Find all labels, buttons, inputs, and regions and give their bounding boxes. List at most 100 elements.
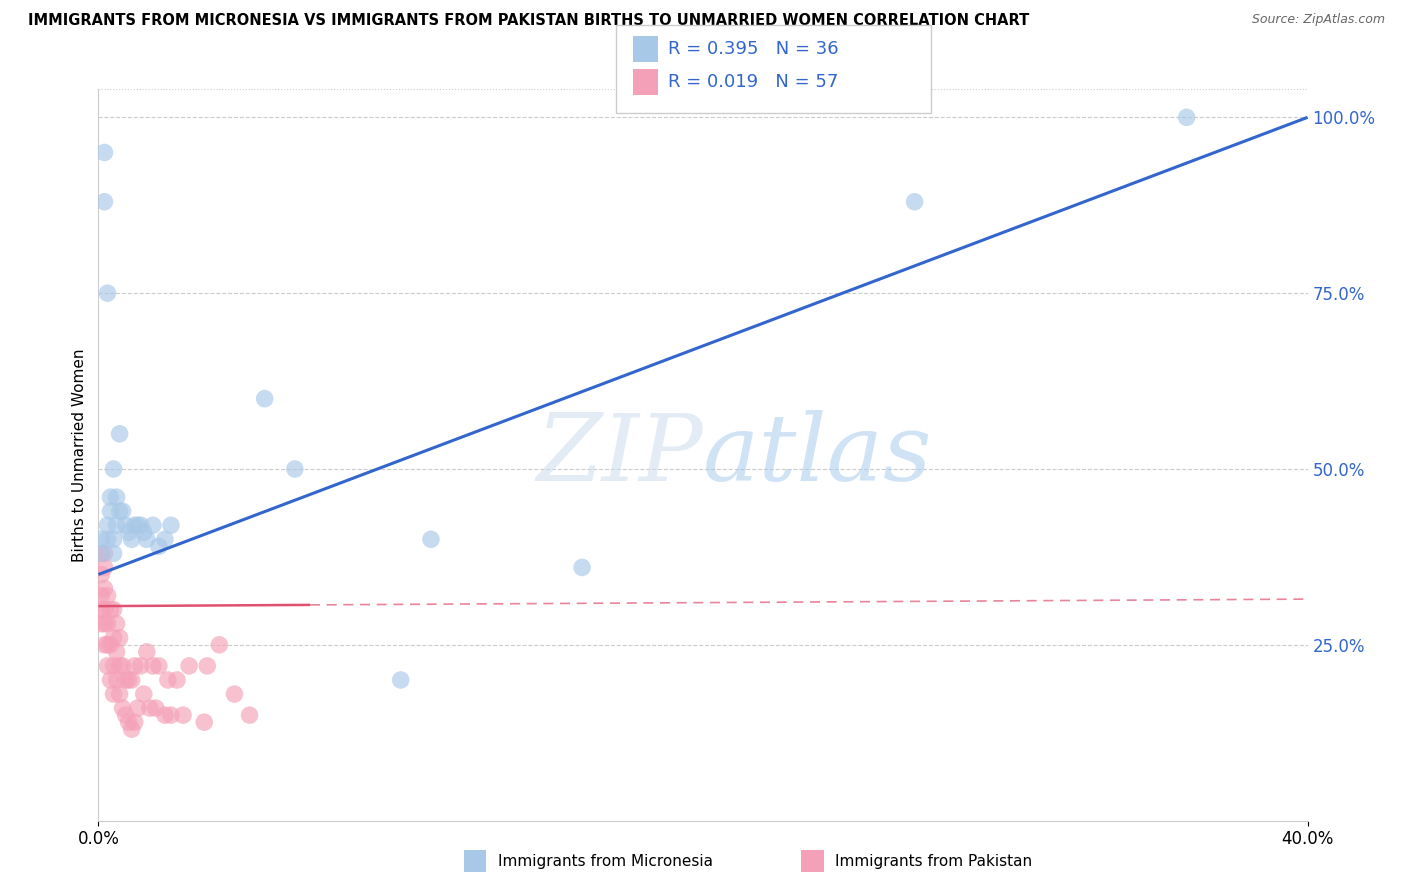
- Point: [100, 638, 122, 652]
- Point: [90, 546, 112, 560]
- Point: [105, 673, 128, 687]
- Point: [239, 708, 262, 723]
- Point: [224, 687, 246, 701]
- Point: [172, 708, 194, 723]
- Text: R = 0.019   N = 57: R = 0.019 N = 57: [668, 73, 838, 91]
- Point: [208, 638, 231, 652]
- Point: [121, 533, 143, 547]
- Point: [108, 687, 131, 701]
- Point: [93, 582, 115, 596]
- Point: [124, 715, 146, 730]
- Point: [96, 286, 118, 301]
- Point: [160, 518, 183, 533]
- Point: [179, 659, 201, 673]
- Point: [105, 645, 128, 659]
- Point: [105, 490, 128, 504]
- Point: [166, 673, 188, 687]
- Point: [132, 525, 155, 540]
- Point: [195, 659, 218, 673]
- Point: [121, 673, 143, 687]
- Point: [153, 708, 176, 723]
- Point: [132, 687, 155, 701]
- Point: [90, 533, 112, 547]
- Point: [93, 145, 115, 160]
- Point: [142, 659, 165, 673]
- Point: [127, 518, 149, 533]
- Point: [96, 518, 118, 533]
- Point: [142, 518, 165, 533]
- Point: [111, 701, 134, 715]
- Point: [111, 504, 134, 518]
- Point: [121, 723, 143, 737]
- Point: [124, 518, 146, 533]
- Point: [103, 602, 125, 616]
- Point: [114, 518, 136, 533]
- Text: ZIP: ZIP: [536, 410, 703, 500]
- Point: [100, 673, 122, 687]
- Point: [124, 659, 146, 673]
- Point: [193, 715, 215, 730]
- Point: [100, 602, 122, 616]
- Point: [253, 392, 276, 406]
- Point: [389, 673, 412, 687]
- Point: [105, 518, 128, 533]
- Point: [108, 659, 131, 673]
- Point: [148, 659, 170, 673]
- Point: [145, 701, 167, 715]
- Point: [114, 673, 136, 687]
- Point: [103, 687, 125, 701]
- Y-axis label: Births to Unmarried Women: Births to Unmarried Women: [72, 348, 87, 562]
- Point: [96, 659, 118, 673]
- Point: [139, 701, 162, 715]
- Point: [100, 504, 122, 518]
- Point: [108, 631, 131, 645]
- Text: atlas: atlas: [703, 410, 932, 500]
- Point: [93, 616, 115, 631]
- Point: [90, 567, 112, 582]
- Point: [93, 602, 115, 616]
- Point: [90, 546, 112, 560]
- Point: [114, 708, 136, 723]
- Text: Immigrants from Pakistan: Immigrants from Pakistan: [835, 854, 1032, 869]
- Text: IMMIGRANTS FROM MICRONESIA VS IMMIGRANTS FROM PAKISTAN BIRTHS TO UNMARRIED WOMEN: IMMIGRANTS FROM MICRONESIA VS IMMIGRANTS…: [28, 13, 1029, 29]
- Point: [135, 645, 157, 659]
- Point: [93, 638, 115, 652]
- Point: [103, 533, 125, 547]
- Point: [96, 616, 118, 631]
- Point: [103, 631, 125, 645]
- Text: Immigrants from Micronesia: Immigrants from Micronesia: [498, 854, 713, 869]
- Point: [108, 504, 131, 518]
- Point: [108, 426, 131, 441]
- Text: R = 0.395   N = 36: R = 0.395 N = 36: [668, 40, 838, 58]
- Point: [93, 194, 115, 209]
- Point: [103, 659, 125, 673]
- Point: [100, 490, 122, 504]
- Point: [118, 525, 141, 540]
- Point: [571, 560, 593, 574]
- Point: [105, 616, 128, 631]
- Point: [118, 715, 141, 730]
- Point: [420, 533, 443, 547]
- Point: [135, 533, 157, 547]
- Point: [93, 546, 115, 560]
- Point: [284, 462, 307, 476]
- Point: [148, 539, 170, 553]
- Point: [90, 616, 112, 631]
- Point: [103, 546, 125, 560]
- Point: [904, 194, 927, 209]
- Point: [103, 462, 125, 476]
- Point: [93, 560, 115, 574]
- Point: [90, 602, 112, 616]
- Text: Source: ZipAtlas.com: Source: ZipAtlas.com: [1251, 13, 1385, 27]
- Point: [90, 589, 112, 603]
- Point: [96, 533, 118, 547]
- Point: [111, 659, 134, 673]
- Point: [96, 638, 118, 652]
- Point: [153, 533, 176, 547]
- Point: [1175, 111, 1198, 125]
- Point: [96, 589, 118, 603]
- Point: [160, 708, 183, 723]
- Point: [127, 701, 149, 715]
- Point: [129, 518, 152, 533]
- Point: [156, 673, 179, 687]
